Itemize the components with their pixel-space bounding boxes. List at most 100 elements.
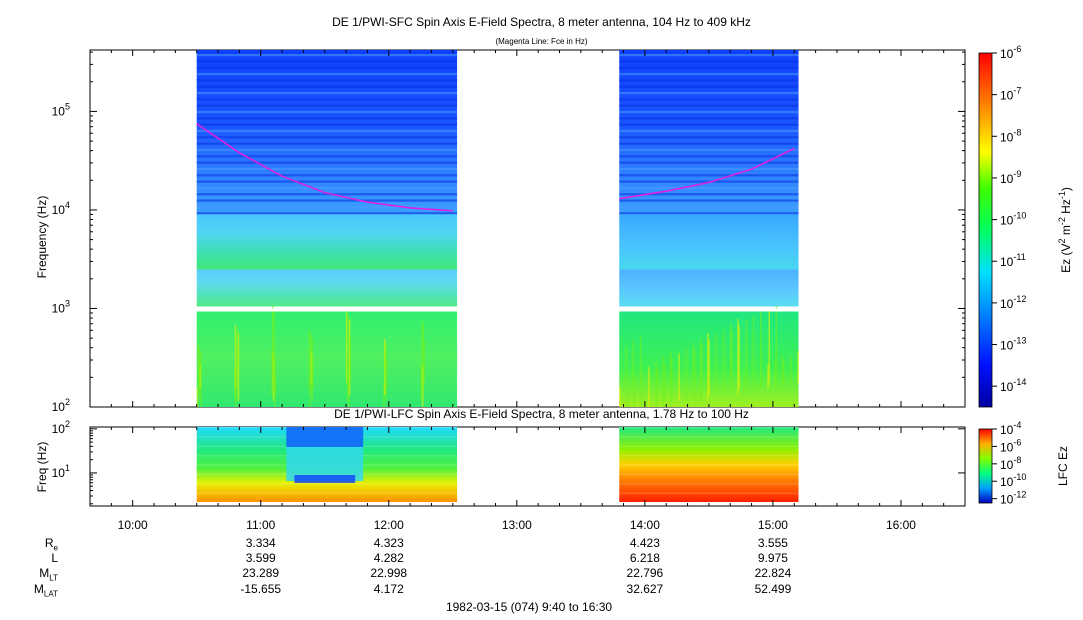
ephemeris-row-name: L (51, 551, 58, 565)
sfc-ytick-label: 103 (52, 298, 70, 315)
sfc-spectrum-streak (633, 377, 636, 407)
sfc-spectrum-streak (745, 320, 748, 389)
sfc-colorbar-tick-label: 10-14 (1000, 377, 1026, 394)
sfc-spectrum-streak (669, 352, 672, 407)
sfc-spectrum-streak (722, 329, 725, 395)
sfc-ytick-label: 102 (52, 397, 70, 414)
sfc-spectrum-band-line (196, 60, 458, 63)
sfc-spectrum-band-line (619, 212, 799, 215)
sfc-spectrum-band-line (196, 186, 458, 190)
sfc-spectrum-streak (738, 325, 740, 389)
ephemeris-row-label: MLAT (0, 582, 58, 598)
sfc-spectrum-band-line (196, 98, 458, 101)
sfc-spectrum-streak (345, 311, 348, 383)
sfc-colorbar-label-part: Hz (1059, 199, 1073, 218)
sfc-spectrum-band-line (619, 123, 799, 126)
lfc-ytick-label: 102 (52, 419, 70, 436)
sfc-spectrum-band-line (619, 148, 799, 152)
sfc-colorbar-tick-label: 10-11 (1000, 252, 1026, 269)
sfc-colorbar-tick-label: 10-8 (1000, 127, 1021, 144)
ephemeris-value: 4.423 (629, 536, 660, 550)
lfc-colorbar-tick-label: 10-12 (1000, 490, 1026, 507)
sfc-spectrum-band-line (196, 155, 458, 158)
sfc-colorbar-label: Ez (V2 m-2 Hz-1) (1057, 175, 1073, 285)
sfc-colorbar-tick-label: 10-10 (1000, 211, 1026, 228)
sfc-spectrum-band-line (196, 104, 458, 107)
ephemeris-row-subscript: LT (49, 573, 58, 583)
ephemeris-value: 3.599 (245, 551, 276, 565)
ephemeris-row-label: MLT (0, 566, 58, 582)
lfc-quiet-region (286, 427, 364, 447)
sfc-spectrum-band-line (196, 212, 458, 215)
ephemeris-row-label: L (0, 551, 58, 565)
sfc-spectrum-band-line (619, 180, 799, 183)
ephemeris-value: 9.975 (757, 551, 788, 565)
sfc-spectrum-mid-lower (619, 269, 799, 307)
ephemeris-value: 6.218 (629, 551, 660, 565)
sfc-spectrum-streak (619, 387, 621, 407)
sfc-spectrum-streak (767, 365, 769, 389)
sfc-spectrum-band-line (619, 193, 799, 196)
sfc-spectrum-band-line (196, 72, 458, 76)
ephemeris-value: 22.998 (370, 566, 408, 580)
sfc-ytick-label: 105 (52, 101, 70, 118)
sfc-spectrum-streak (744, 374, 746, 395)
sfc-spectrum-streak (625, 346, 627, 383)
ephemeris-row-name: M (39, 566, 50, 580)
sfc-spectrum-streak (692, 343, 695, 401)
sfc-spectrum-streak (790, 356, 792, 383)
ephemeris-value: 4.282 (373, 551, 404, 565)
lfc-spectrum-band-line (619, 492, 799, 494)
sfc-chart-subtitle: (Magenta Line: Fce in Hz) (495, 37, 588, 46)
ephemeris-value: 23.289 (242, 566, 280, 580)
ephemeris-row-label: Re (0, 536, 58, 552)
sfc-spectrum-band-line (196, 167, 458, 171)
sfc-colorbar-tick-label: 10-7 (1000, 86, 1021, 103)
time-tick-label: 10:00 (118, 518, 148, 532)
time-range-footer: 1982-03-15 (074) 9:40 to 16:30 (445, 600, 613, 614)
ephemeris-value: -15.655 (240, 582, 282, 596)
sfc-spectrum-band-line (196, 180, 458, 183)
lfc-spectrum-band-line (619, 445, 799, 447)
sfc-spectrum-mid-lower (196, 269, 458, 307)
sfc-spectrum-streak (312, 355, 314, 389)
sfc-spectrum-streak (699, 338, 702, 401)
sfc-receiver-gap (619, 308, 799, 312)
sfc-spectrum-band-line (619, 60, 799, 63)
ephemeris-value: 22.824 (754, 566, 792, 580)
sfc-spectrum-streak (768, 311, 770, 383)
sfc-spectrum-streak (347, 315, 349, 389)
sfc-colorbar (978, 52, 993, 408)
lfc-colorbar (978, 428, 993, 504)
sfc-spectrum-band-line (619, 72, 799, 76)
sfc-spectrum-streak (662, 357, 665, 407)
sfc-spectrum-low-band (196, 311, 458, 407)
sfc-spectrum-streak (678, 353, 680, 401)
sfc-spectrum-streak (671, 358, 673, 401)
lfc-quiet-region (294, 475, 356, 483)
sfc-spectrum-streak (701, 344, 703, 395)
sfc-spectrum-streak (707, 333, 709, 401)
lfc-spectrum-band-line (619, 483, 799, 485)
sfc-spectrum-streak (774, 360, 777, 389)
lfc-spectrum-band-line (196, 492, 458, 494)
sfc-spectrum-streak (782, 361, 785, 383)
sfc-spectrum-streak (730, 324, 732, 395)
sfc-spectrum-streak (626, 382, 628, 407)
sfc-spectrum-band-line (619, 66, 799, 69)
sfc-spectrum-band-line (196, 136, 458, 139)
sfc-spectrum-streak (640, 372, 643, 407)
sfc-colorbar-label-part: 2 (1057, 238, 1067, 244)
sfc-spectrum-band-line (619, 174, 799, 177)
sfc-spectrum-streak (423, 341, 425, 383)
sfc-spectrum-streak (237, 333, 240, 401)
sfc-spectrum-streak (760, 310, 762, 389)
sfc-spectrum-band-line (619, 110, 799, 114)
sfc-spectrum-band-line (619, 161, 799, 164)
sfc-spectrum-band-line (196, 174, 458, 177)
sfc-spectrum-streak (272, 306, 274, 383)
lfc-colorbar-tick-label: 10-6 (1000, 437, 1021, 454)
sfc-spectrum-streak (648, 367, 650, 407)
sfc-chart-title: DE 1/PWI-SFC Spin Axis E-Field Spectra, … (332, 15, 751, 29)
sfc-spectrum-band-line (619, 142, 799, 145)
